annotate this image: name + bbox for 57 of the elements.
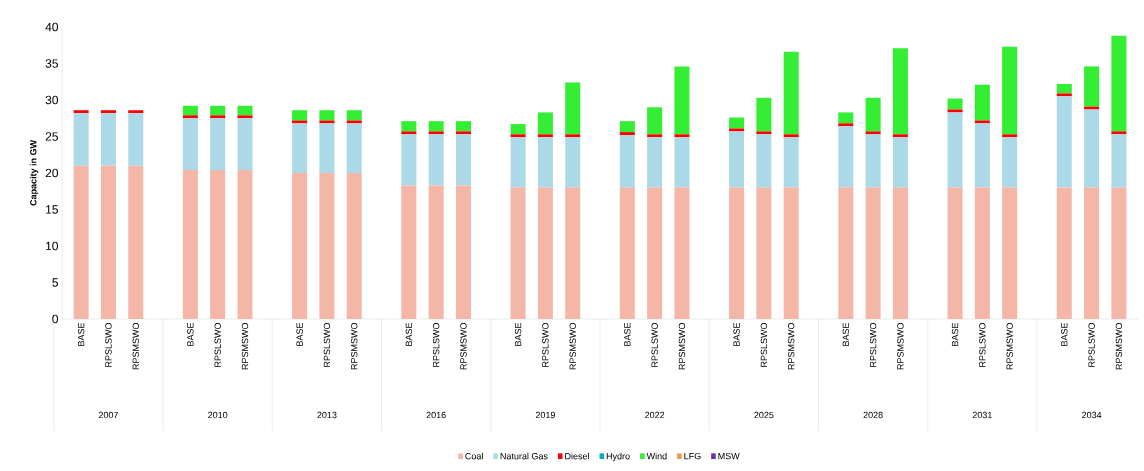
text: 2016	[426, 411, 446, 419]
x-tick-label: BASE	[624, 322, 631, 346]
x-tick-label: BASE	[514, 322, 522, 346]
x-tick-label: RPSMSWO	[569, 322, 576, 370]
x-tick-label: RPSMSWO	[1006, 322, 1013, 370]
x-tick-label: RPSMSWO	[351, 322, 358, 370]
x-tick-label: BASE	[296, 322, 303, 346]
x-tick-label: RPSMSWO	[787, 322, 795, 370]
legend-label: Diesel	[565, 452, 589, 460]
y-tick-label: 35	[45, 59, 58, 68]
x-tick-label: RPSLSWO	[542, 322, 549, 367]
x-tick-label: BASE	[77, 322, 85, 346]
x-tick-label: RPSMSWO	[460, 322, 467, 370]
x-tick-label: RPSLSWO	[432, 322, 440, 367]
x-tick-label: RPSMSWO	[241, 322, 249, 370]
legend-label: Wind	[646, 452, 667, 460]
x-tick-label: RPSLSWO	[214, 322, 221, 367]
x-tick-label: BASE	[1061, 322, 1068, 346]
legend-label: Coal	[465, 452, 483, 460]
y-tick-label: 20	[45, 168, 59, 178]
text: 2010	[208, 411, 228, 419]
y-tick-label: 25	[45, 132, 58, 141]
x-tick-label: BASE	[405, 322, 413, 346]
x-tick-label: BASE	[951, 322, 959, 346]
legend-label: LFG	[684, 452, 701, 460]
x-tick-label: RPSLSWO	[869, 322, 877, 367]
text: 2022	[645, 411, 665, 419]
y-tick-label: 15	[46, 205, 58, 214]
x-tick-label: RPSMSWO	[132, 322, 139, 370]
x-tick-label: RPSMSWO	[1115, 322, 1123, 370]
text: 2025	[754, 411, 774, 419]
x-tick-label: RPSLSWO	[105, 322, 112, 367]
y-tick-label: 40	[45, 22, 59, 32]
y-tick-label: 30	[45, 95, 59, 105]
legend-label: Hydro	[606, 452, 630, 462]
x-tick-label: RPSLSWO	[651, 322, 658, 367]
y-tick-label: 5	[52, 278, 58, 287]
y-tick-label: 10	[46, 241, 59, 251]
x-tick-label: BASE	[187, 322, 194, 346]
text: 2031	[972, 411, 992, 419]
x-tick-label: BASE	[733, 322, 740, 346]
legend-label: MSW	[718, 452, 740, 460]
x-tick-label: BASE	[842, 322, 849, 346]
y-tick-label: 0	[52, 314, 59, 324]
legend-label: Natural Gas	[500, 452, 548, 460]
x-tick-label: RPSLSWO	[979, 322, 986, 367]
x-tick-label: RPSMSWO	[678, 322, 686, 370]
text: 2034	[1082, 411, 1102, 419]
x-tick-label: RPSLSWO	[760, 322, 768, 367]
text: 2019	[535, 411, 555, 419]
text: 2013	[317, 411, 337, 419]
x-tick-label: RPSMSWO	[897, 322, 904, 370]
y-axis-title: Capacity in GW	[29, 140, 39, 206]
text: 2028	[863, 411, 883, 419]
text: 2007	[98, 411, 118, 419]
x-tick-label: RPSLSWO	[323, 322, 331, 367]
x-tick-label: RPSLSWO	[1088, 322, 1095, 367]
